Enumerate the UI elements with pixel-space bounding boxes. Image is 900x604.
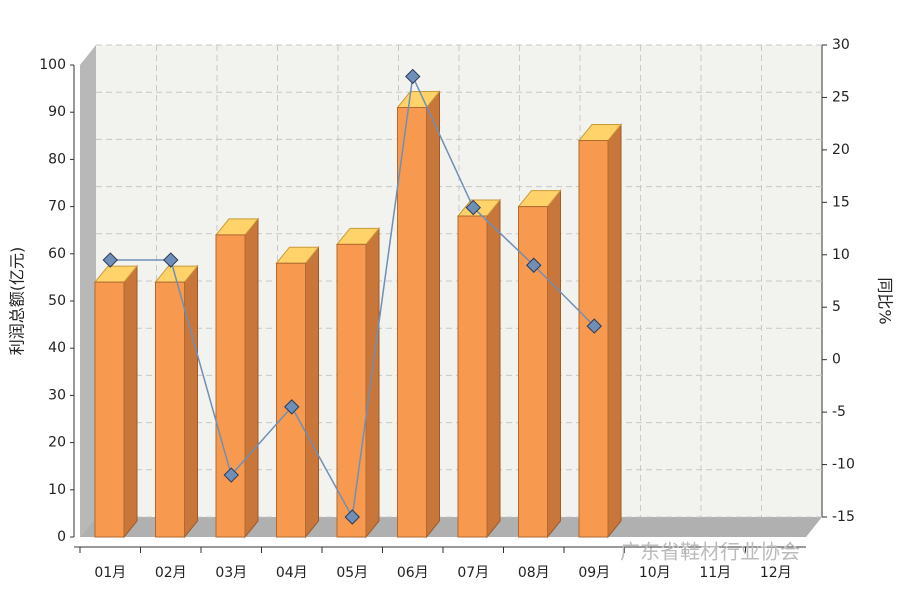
bar — [215, 234, 246, 538]
x-tick-label: 08月 — [518, 565, 550, 581]
y-tick-label: 0 — [57, 529, 66, 545]
line-marker — [465, 199, 481, 216]
side-wall — [80, 45, 96, 537]
x-tick-label: 03月 — [215, 565, 247, 581]
y-tick-label: 100 — [39, 57, 66, 73]
y2-tick-label: 15 — [832, 194, 850, 210]
bar-side — [486, 198, 501, 539]
bar-side — [244, 217, 259, 539]
x-tick-label: 12月 — [760, 565, 792, 581]
y-axis-title: 利润总额(亿元) — [8, 247, 27, 356]
bar — [336, 243, 367, 538]
y2-tick-label: 0 — [832, 352, 841, 368]
bar-side — [607, 123, 622, 539]
line-marker — [284, 399, 300, 415]
bar — [155, 281, 185, 538]
y2-tick-label: -5 — [832, 404, 846, 420]
x-tick-label: 01月 — [94, 565, 126, 581]
line-marker — [102, 252, 118, 268]
y-tick-label: 70 — [48, 199, 66, 215]
line-marker — [223, 467, 239, 483]
y-tick-label: 60 — [48, 246, 66, 262]
y2-axis-title: 同比% — [876, 277, 895, 324]
y-tick-label: 40 — [48, 340, 66, 356]
y-tick-label: 30 — [48, 387, 66, 403]
bar-side — [426, 90, 440, 539]
y-tick-label: 50 — [48, 293, 66, 309]
y-tick-label: 90 — [48, 104, 66, 120]
x-tick-label: 04月 — [276, 565, 308, 581]
bar-side — [547, 189, 561, 539]
floor — [80, 517, 822, 537]
bar-side — [365, 226, 380, 539]
x-tick-label: 02月 — [155, 565, 187, 581]
y-tick-label: 80 — [48, 151, 66, 167]
x-tick-label: 07月 — [457, 565, 489, 581]
y2-tick-label: -15 — [832, 509, 855, 525]
bar-side — [305, 245, 319, 539]
y2-tick-label: 25 — [832, 89, 850, 105]
bar — [397, 106, 427, 538]
x-tick-label: 06月 — [397, 565, 429, 581]
x-tick-label: 05月 — [336, 565, 368, 581]
bar-side — [184, 264, 198, 539]
y2-tick-label: 30 — [832, 37, 850, 53]
bar — [94, 281, 125, 538]
y2-tick-label: -10 — [832, 457, 855, 473]
x-tick-label: 11月 — [699, 565, 731, 581]
bar — [578, 140, 609, 538]
line-marker — [586, 318, 602, 334]
bar — [457, 215, 488, 538]
x-tick-label: 09月 — [578, 565, 610, 581]
y2-tick-label: 5 — [832, 299, 841, 315]
y2-tick-label: 20 — [832, 142, 850, 158]
line-marker — [344, 509, 360, 525]
bar-side — [123, 264, 138, 539]
y2-tick-label: 10 — [832, 247, 850, 263]
bar — [518, 206, 548, 538]
y-tick-label: 10 — [48, 482, 66, 498]
line-marker — [163, 252, 179, 268]
line-marker — [405, 68, 421, 85]
y-tick-label: 20 — [48, 435, 66, 451]
line-marker — [526, 257, 542, 273]
x-tick-label: 10月 — [639, 565, 671, 581]
watermark: 广东省鞋材行业协会 — [620, 540, 800, 564]
